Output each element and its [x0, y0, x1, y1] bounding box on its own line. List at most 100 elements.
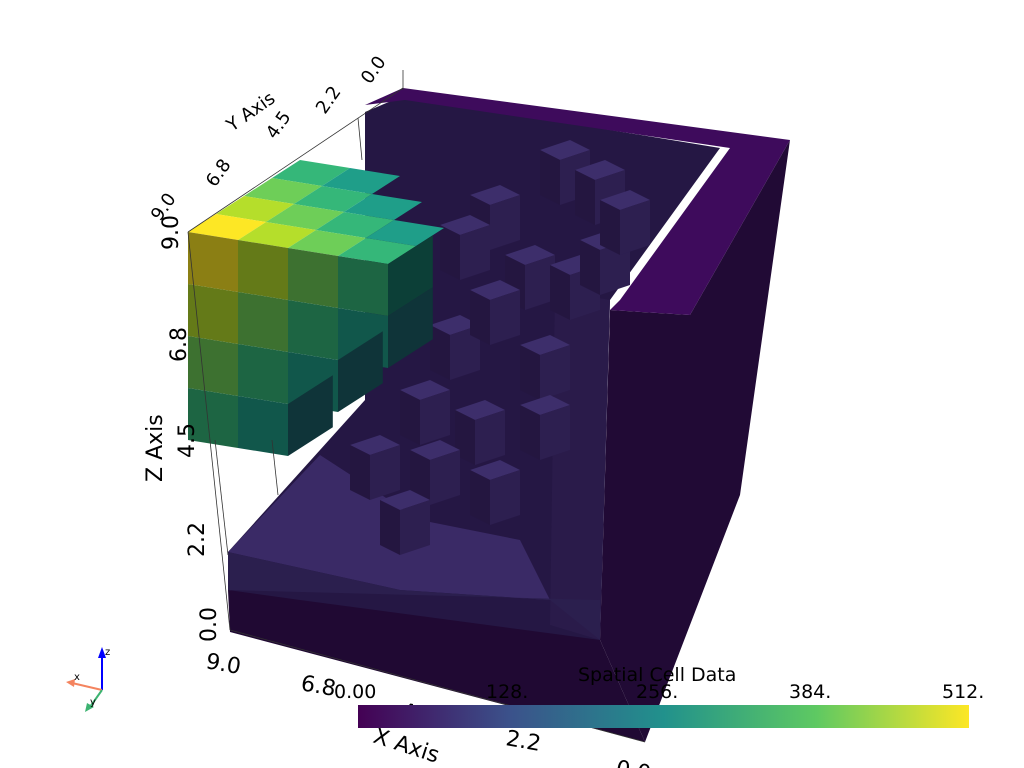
voxel-top-face	[344, 194, 422, 220]
scalar-bar-tick: 0.00	[334, 681, 376, 703]
y-tick-label: 0.0	[357, 52, 391, 88]
voxel-side-face	[575, 170, 595, 225]
voxel-front-face	[238, 344, 288, 404]
voxel-top-face	[272, 160, 350, 186]
voxel-front-face	[400, 500, 430, 555]
mesh-floor-front	[228, 552, 600, 640]
voxel-front-face	[540, 405, 570, 460]
voxel-top-face	[338, 238, 416, 264]
vertical-gridline	[357, 117, 363, 161]
voxel-top-face	[188, 214, 266, 240]
voxel-top-face	[380, 490, 430, 510]
voxel-top-face	[216, 196, 294, 222]
y-arrow	[89, 689, 103, 708]
x-tick-label: 2.2	[504, 726, 543, 757]
voxel-top-face	[400, 380, 450, 400]
voxel-front-face	[288, 300, 338, 360]
voxel-top-face	[288, 230, 366, 256]
z-axis-line	[187, 231, 231, 631]
voxel-front-face	[490, 195, 520, 250]
voxel-front-face	[238, 396, 288, 456]
voxel-front-face	[525, 255, 555, 310]
voxel-front-face	[450, 325, 480, 380]
voxel-top-face	[350, 435, 400, 455]
z-tick-label: 9.0	[159, 215, 184, 250]
voxel-top-face	[540, 140, 590, 160]
voxel-front-face	[338, 256, 388, 316]
voxel-front-face	[475, 410, 505, 465]
z-arrow-head	[98, 647, 106, 658]
mesh-right-face	[600, 140, 790, 742]
voxel-front-face	[420, 390, 450, 445]
voxel-side-face	[410, 450, 430, 505]
z-axis-ticks: 9.0 6.8 4.5 2.2 0.0 Z Axis	[143, 215, 222, 642]
x-tick-label: 6.8	[299, 671, 338, 702]
x-arrow-label: x	[74, 672, 80, 683]
y-tick-label: 2.2	[312, 82, 346, 118]
z-tick-label: 2.2	[185, 522, 210, 557]
mesh-top-rim	[365, 88, 790, 315]
scalar-bar-tick: 512.	[942, 681, 984, 703]
voxel-side-face	[470, 470, 490, 525]
y-arrow-head	[85, 703, 94, 712]
voxel-top-face	[410, 440, 460, 460]
y-axis-line	[187, 87, 404, 233]
voxel-side-face	[288, 375, 333, 456]
voxel-side-face	[388, 235, 433, 316]
voxel-top-face	[575, 160, 625, 180]
voxel-front-face	[188, 336, 238, 396]
y-tick-label: 6.8	[202, 155, 236, 191]
voxel-top-face	[244, 178, 322, 204]
orientation-widget[interactable]: z x y	[66, 647, 110, 712]
y-arrow-label: y	[90, 697, 96, 708]
x-arrow-head	[66, 679, 75, 687]
voxel-top-face	[470, 185, 520, 205]
z-tick-label: 6.8	[167, 327, 192, 362]
voxel-top-face	[600, 190, 650, 210]
voxel-side-face	[470, 290, 490, 345]
voxel-front-face	[490, 290, 520, 345]
voxel-front-face	[238, 292, 288, 352]
voxel-front-face	[370, 445, 400, 500]
voxel-side-face	[520, 345, 540, 400]
voxel-top-face	[266, 204, 344, 230]
voxel-side-face	[430, 325, 450, 380]
voxel-side-face	[600, 200, 620, 255]
voxel-top-face	[366, 220, 444, 246]
x-arrow	[71, 682, 103, 691]
voxel-front-face	[540, 345, 570, 400]
z-tick-label: 4.5	[175, 423, 200, 458]
voxel-front-face	[188, 388, 238, 448]
voxel-side-face	[338, 331, 383, 412]
voxel-front-face	[238, 240, 288, 300]
scalar-bar-tick: 128.	[486, 681, 528, 703]
scalar-bar-title: Spatial Cell Data	[578, 664, 736, 686]
voxel-side-face	[380, 500, 400, 555]
scalar-bar-gradient	[358, 705, 969, 728]
z-axis-title: Z Axis	[143, 414, 168, 482]
voxel-front-face	[490, 470, 520, 525]
voxel-top-face	[430, 315, 480, 335]
voxel-side-face	[520, 405, 540, 460]
voxel-top-face	[470, 460, 520, 480]
scalar-bar-tick: 384.	[789, 681, 831, 703]
voxel-top-face	[316, 212, 394, 238]
voxel-front-face	[620, 200, 650, 255]
voxel-front-face	[288, 248, 338, 308]
voxel-side-face	[350, 445, 370, 500]
voxel-top-face	[505, 245, 555, 265]
voxel-steps	[350, 140, 650, 555]
voxel-front-face	[188, 232, 238, 292]
vertical-gridline	[271, 439, 279, 496]
z-tick-label: 0.0	[197, 607, 222, 642]
voxel-side-face	[550, 265, 570, 320]
x-tick-label: 0.0	[614, 756, 653, 768]
voxel-side-face	[580, 240, 600, 295]
voxel-top-face	[440, 215, 490, 235]
voxel-side-face	[388, 287, 433, 368]
scalar-bar: Spatial Cell Data 0.00 128. 256. 384. 51…	[334, 664, 984, 728]
voxel-top-face	[455, 400, 505, 420]
voxel-front-face	[460, 225, 490, 280]
